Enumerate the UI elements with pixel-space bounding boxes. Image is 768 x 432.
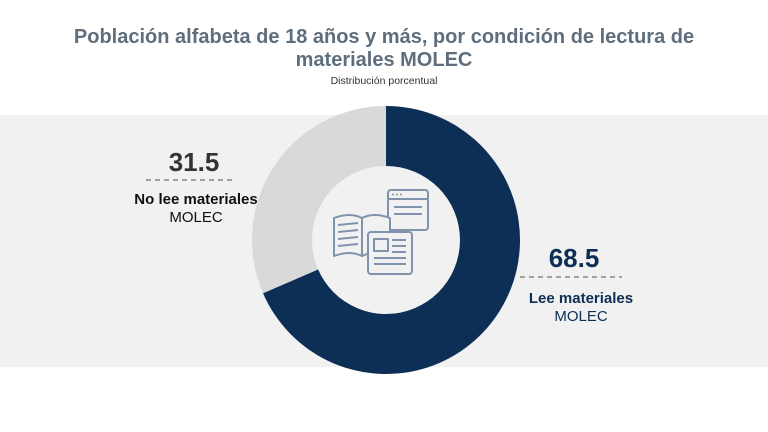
reading-materials-icon (333, 189, 429, 275)
no-lee-category-label: No lee materiales MOLEC (108, 191, 284, 227)
lee-value-label: 68.5 (548, 243, 600, 273)
no-lee-value-label: 31.5 (168, 147, 220, 177)
chart-title-line-1: Población alfabeta de 18 años y más, por… (73, 26, 695, 48)
lee-category-label: Lee materiales MOLEC (496, 290, 666, 326)
no-lee-label-bold: No lee materiales (134, 191, 258, 208)
no-lee-label-rest: MOLEC (169, 209, 223, 226)
chart-title: Población alfabeta de 18 años y más, por… (0, 26, 768, 72)
chart-title-line-2: materiales MOLEC (295, 49, 473, 71)
lee-label-rest: MOLEC (554, 308, 608, 325)
lee-label-bold: Lee materiales (528, 290, 634, 307)
chart-subtitle: Distribución porcentual (330, 75, 438, 87)
